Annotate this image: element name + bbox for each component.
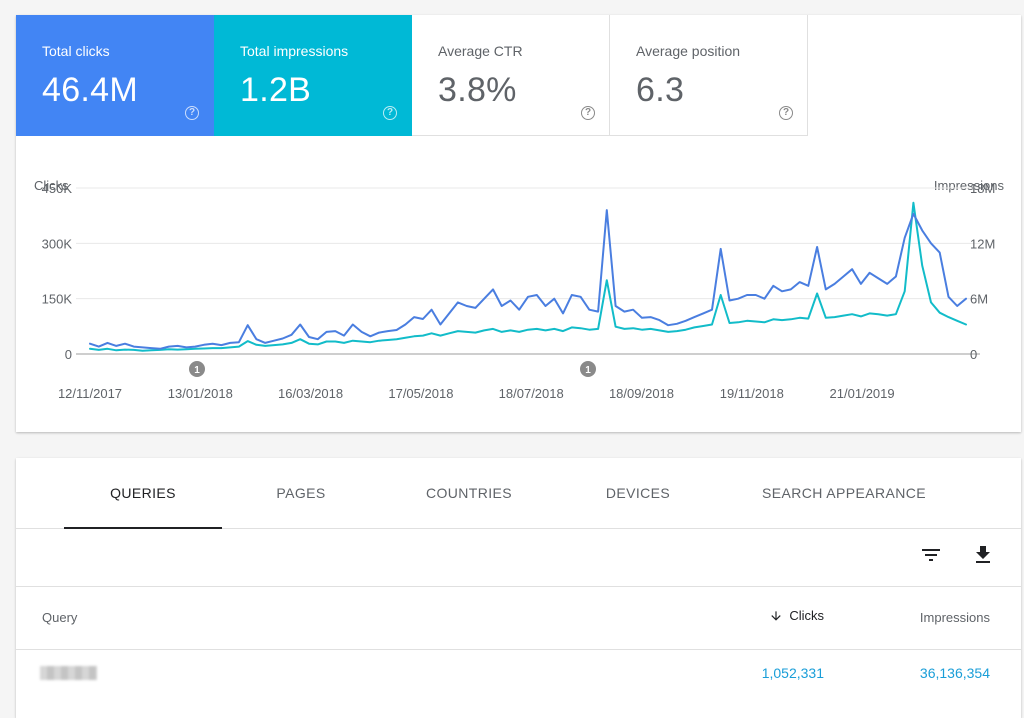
series-line-clicks[interactable]	[89, 209, 967, 350]
tab-countries[interactable]: COUNTRIES	[425, 485, 513, 501]
y-right-tick-label: 0	[970, 347, 977, 362]
column-header-impressions[interactable]: Impressions	[919, 610, 990, 625]
filter-icon[interactable]	[919, 543, 943, 567]
tab-pages[interactable]: PAGES	[276, 485, 326, 501]
table-toolbar	[16, 529, 1021, 587]
metric-value: 1.2B	[240, 71, 312, 109]
metric-average-position[interactable]: Average position 6.3 ?	[610, 15, 808, 136]
x-tick-label: 21/01/2019	[830, 386, 895, 401]
help-circle-icon[interactable]: ?	[185, 106, 199, 120]
x-tick-label: 18/09/2018	[609, 386, 674, 401]
tab-search-appearance[interactable]: SEARCH APPEARANCE	[762, 485, 926, 501]
dimension-tabs: QUERIES PAGES COUNTRIES DEVICES SEARCH A…	[16, 458, 1021, 529]
y-left-tick-label: 0	[65, 347, 72, 362]
x-tick-label: 16/03/2018	[278, 386, 343, 401]
series-line-impressions[interactable]	[89, 201, 967, 352]
metric-tabs: Total clicks 46.4M ? Total impressions 1…	[16, 15, 809, 136]
metric-label: Total impressions	[240, 43, 349, 59]
metric-total-clicks[interactable]: Total clicks 46.4M ?	[16, 15, 214, 136]
metric-label: Average position	[636, 43, 741, 59]
download-icon[interactable]	[971, 543, 995, 567]
y-right-tick-label: 6M	[970, 292, 988, 307]
annotation-marker-label: 1	[194, 365, 200, 376]
y-left-tick-label: 300K	[42, 236, 73, 251]
x-tick-label: 19/11/2018	[720, 386, 784, 401]
performance-chart[interactable]: Clicks Impressions 450K 300K 150K 0 18M 12M 6…	[16, 136, 1021, 432]
help-circle-icon[interactable]: ?	[581, 106, 595, 120]
metric-label: Average CTR	[438, 43, 523, 59]
metric-label: Total clicks	[42, 43, 110, 59]
x-tick-label: 17/05/2018	[388, 386, 453, 401]
x-tick-label: 18/07/2018	[499, 386, 564, 401]
y-left-tick-label: 150K	[42, 292, 73, 307]
help-circle-icon[interactable]: ?	[779, 106, 793, 120]
table-header: Query Clicks Impressions	[16, 587, 1021, 650]
metric-value: 6.3	[636, 71, 685, 109]
results-card: QUERIES PAGES COUNTRIES DEVICES SEARCH A…	[16, 458, 1021, 718]
tab-devices[interactable]: DEVICES	[605, 485, 671, 501]
annotation-marker[interactable]	[189, 361, 205, 377]
column-header-clicks[interactable]: Clicks	[769, 608, 824, 623]
arrow-down-icon	[771, 610, 781, 621]
x-tick-label: 12/11/2017	[58, 386, 122, 401]
cell-impressions: 36,136,354	[919, 665, 990, 681]
table-row[interactable]: 1,052,331 36,136,354	[16, 650, 1021, 698]
performance-card: Total clicks 46.4M ? Total impressions 1…	[16, 15, 1021, 432]
metric-value: 46.4M	[42, 71, 138, 109]
help-circle-icon[interactable]: ?	[383, 106, 397, 120]
metric-value: 3.8%	[438, 71, 517, 109]
column-header-query[interactable]: Query	[42, 610, 78, 625]
y-right-tick-label: 12M	[970, 236, 995, 251]
y-axis-right-title: Impressions	[934, 178, 1005, 193]
annotation-marker[interactable]	[580, 361, 596, 377]
y-axis-left-title: Clicks	[34, 178, 69, 193]
y-right-tick-label: 18M	[970, 181, 995, 196]
metric-average-ctr[interactable]: Average CTR 3.8% ?	[412, 15, 610, 136]
metric-total-impressions[interactable]: Total impressions 1.2B ?	[214, 15, 412, 136]
query-redacted[interactable]	[40, 666, 97, 680]
annotation-marker-label: 1	[585, 365, 591, 376]
tab-queries[interactable]: QUERIES	[64, 458, 222, 529]
column-header-clicks-label: Clicks	[789, 608, 824, 623]
y-left-tick-label: 450K	[42, 181, 73, 196]
x-tick-label: 13/01/2018	[168, 386, 233, 401]
cell-clicks: 1,052,331	[761, 665, 824, 681]
